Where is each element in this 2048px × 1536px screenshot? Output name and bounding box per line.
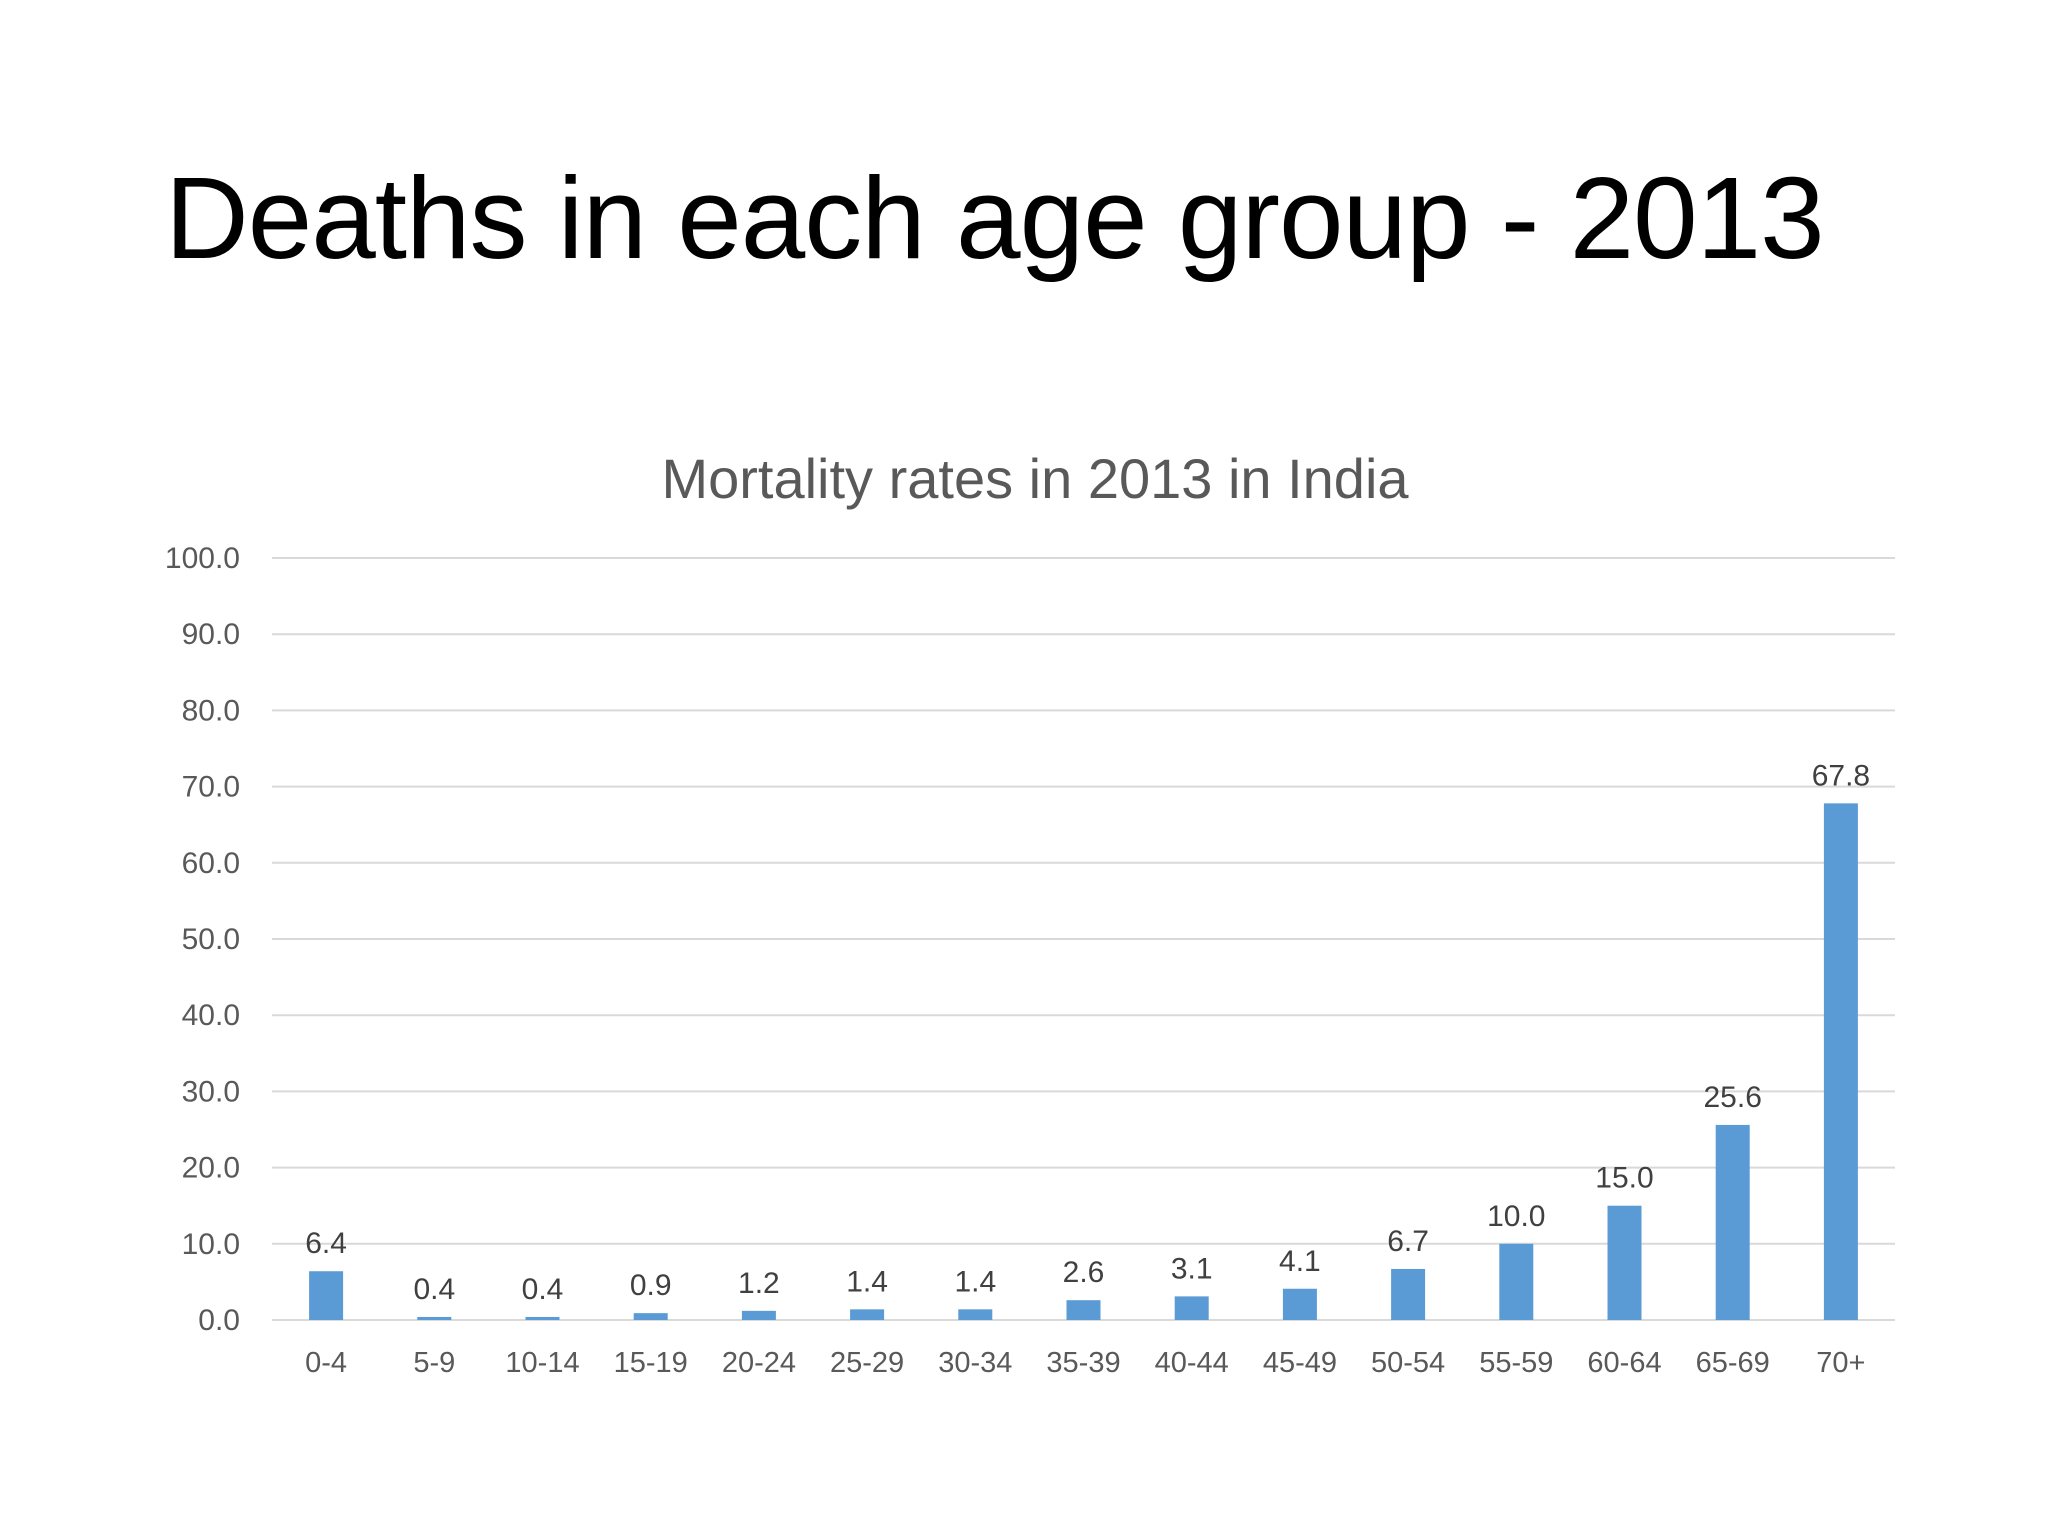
x-category-label: 55-59 [1479, 1347, 1553, 1379]
y-tick-label: 80.0 [182, 694, 240, 727]
x-category-label: 25-29 [830, 1347, 904, 1379]
y-tick-label: 0.0 [198, 1304, 240, 1337]
x-category-label: 40-44 [1155, 1347, 1229, 1379]
gridlines [272, 557, 1895, 1321]
x-category-label: 60-64 [1587, 1347, 1661, 1379]
data-label: 0.4 [522, 1273, 564, 1306]
bar-55-59 [1499, 1243, 1534, 1320]
x-category-label: 50-54 [1371, 1347, 1445, 1379]
chart-title: Mortality rates in 2013 in India [661, 447, 1409, 510]
x-category-label: 15-19 [614, 1347, 688, 1379]
data-label: 1.4 [954, 1265, 996, 1298]
bar-0-4 [309, 1271, 344, 1320]
x-category-label: 30-34 [938, 1347, 1012, 1379]
data-label: 2.6 [1063, 1256, 1105, 1289]
y-tick-label: 90.0 [182, 618, 240, 651]
slide-title: Deaths in each age group - 2013 [165, 153, 1825, 283]
bar-45-49 [1282, 1288, 1317, 1320]
x-category-label: 10-14 [505, 1347, 579, 1379]
data-label: 1.2 [738, 1267, 780, 1300]
x-category-label: 35-39 [1046, 1347, 1120, 1379]
bar-10-14 [525, 1316, 560, 1320]
bar-50-54 [1391, 1268, 1426, 1320]
x-category-label: 45-49 [1263, 1347, 1337, 1379]
data-label: 25.6 [1704, 1081, 1762, 1114]
data-label: 0.9 [630, 1269, 672, 1302]
y-tick-label: 40.0 [182, 999, 240, 1032]
y-tick-label: 70.0 [182, 771, 240, 804]
x-category-label: 5-9 [413, 1347, 455, 1379]
data-label: 6.4 [305, 1227, 347, 1260]
y-tick-label: 10.0 [182, 1228, 240, 1261]
data-label: 1.4 [846, 1265, 888, 1298]
y-tick-label: 100.0 [165, 542, 240, 575]
bars [309, 803, 1858, 1320]
data-label: 67.8 [1812, 759, 1870, 792]
bar-35-39 [1066, 1300, 1101, 1320]
data-label: 3.1 [1171, 1252, 1213, 1285]
bar-60-64 [1607, 1205, 1642, 1320]
bar-65-69 [1715, 1124, 1750, 1320]
data-labels: 6.4 0.4 0.4 0.9 1.2 1.4 1.4 2.6 3.1 4.1 6.7 10.0 15.… [305, 759, 1870, 1306]
y-axis-ticks: 0.0 10.0 20.0 30.0 40.0 50.0 60.0 70.0 80.0 90.0 1… [165, 542, 240, 1337]
data-label: 4.1 [1279, 1245, 1321, 1278]
data-label: 10.0 [1487, 1200, 1545, 1233]
y-tick-label: 50.0 [182, 923, 240, 956]
x-category-label: 70+ [1816, 1347, 1865, 1379]
bar-5-9 [417, 1316, 452, 1320]
y-tick-label: 60.0 [182, 847, 240, 880]
bar-15-19 [633, 1313, 668, 1320]
bar-70+ [1823, 803, 1858, 1320]
y-tick-label: 30.0 [182, 1075, 240, 1108]
bar-30-34 [958, 1309, 993, 1320]
x-category-label: 0-4 [305, 1347, 347, 1379]
x-category-label: 20-24 [722, 1347, 796, 1379]
bar-40-44 [1174, 1296, 1209, 1320]
y-tick-label: 20.0 [182, 1152, 240, 1185]
data-label: 15.0 [1595, 1162, 1653, 1195]
x-category-label: 65-69 [1696, 1347, 1770, 1379]
data-label: 0.4 [413, 1273, 455, 1306]
data-label: 6.7 [1387, 1225, 1429, 1258]
bar-20-24 [741, 1310, 776, 1320]
bar-25-29 [850, 1309, 885, 1320]
x-axis-categories: 0-4 5-9 10-14 15-19 20-24 25-29 30-34 35-39 40-4… [305, 1347, 1865, 1379]
